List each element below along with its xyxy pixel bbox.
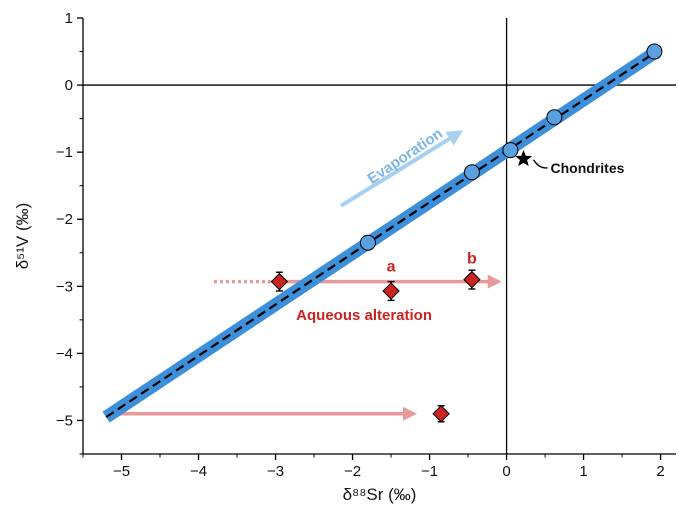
- chondrites-label: Chondrites: [551, 160, 625, 176]
- evaporation-label: Evaporation: [365, 125, 446, 188]
- data-point-diamond: [463, 270, 481, 289]
- x-tick-label: −2: [344, 463, 361, 480]
- data-point-diamond: [432, 405, 450, 423]
- data-point-diamond: [382, 282, 400, 300]
- y-tick-label: 1: [65, 10, 73, 27]
- x-tick-label: −1: [421, 463, 438, 480]
- sample-label-a: a: [387, 259, 396, 276]
- y-tick-label: −5: [56, 412, 73, 429]
- aqueous-alteration-label: Aqueous alteration: [296, 307, 432, 324]
- data-point-circle: [502, 142, 519, 159]
- x-tick-label: −4: [190, 463, 207, 480]
- x-tick-label: 2: [656, 463, 664, 480]
- y-tick-label: −4: [56, 345, 73, 362]
- x-tick-label: −3: [267, 463, 284, 480]
- x-tick-label: −5: [113, 463, 130, 480]
- data-point-circle: [359, 234, 376, 251]
- x-axis-title: δ⁸⁸Sr (‰): [343, 485, 417, 504]
- x-tick-label: 1: [579, 463, 587, 480]
- x-tick-label: 0: [502, 463, 510, 480]
- sample-label-b: b: [467, 251, 477, 268]
- trend-line: [105, 51, 656, 419]
- y-tick-label: 0: [65, 77, 73, 94]
- data-point-diamond: [270, 272, 289, 291]
- evaporation-arrow: [339, 130, 464, 208]
- y-tick-label: −2: [56, 211, 73, 228]
- data-point-circle: [646, 43, 663, 60]
- data-point-circle: [463, 164, 480, 181]
- y-tick-label: −3: [56, 278, 73, 295]
- chondrites-star: [515, 149, 533, 167]
- chondrites-leader-line: [532, 159, 548, 169]
- y-tick-label: −1: [56, 144, 73, 161]
- data-point-circle: [546, 109, 563, 126]
- y-axis-title: δ⁵¹V (‰): [13, 203, 32, 270]
